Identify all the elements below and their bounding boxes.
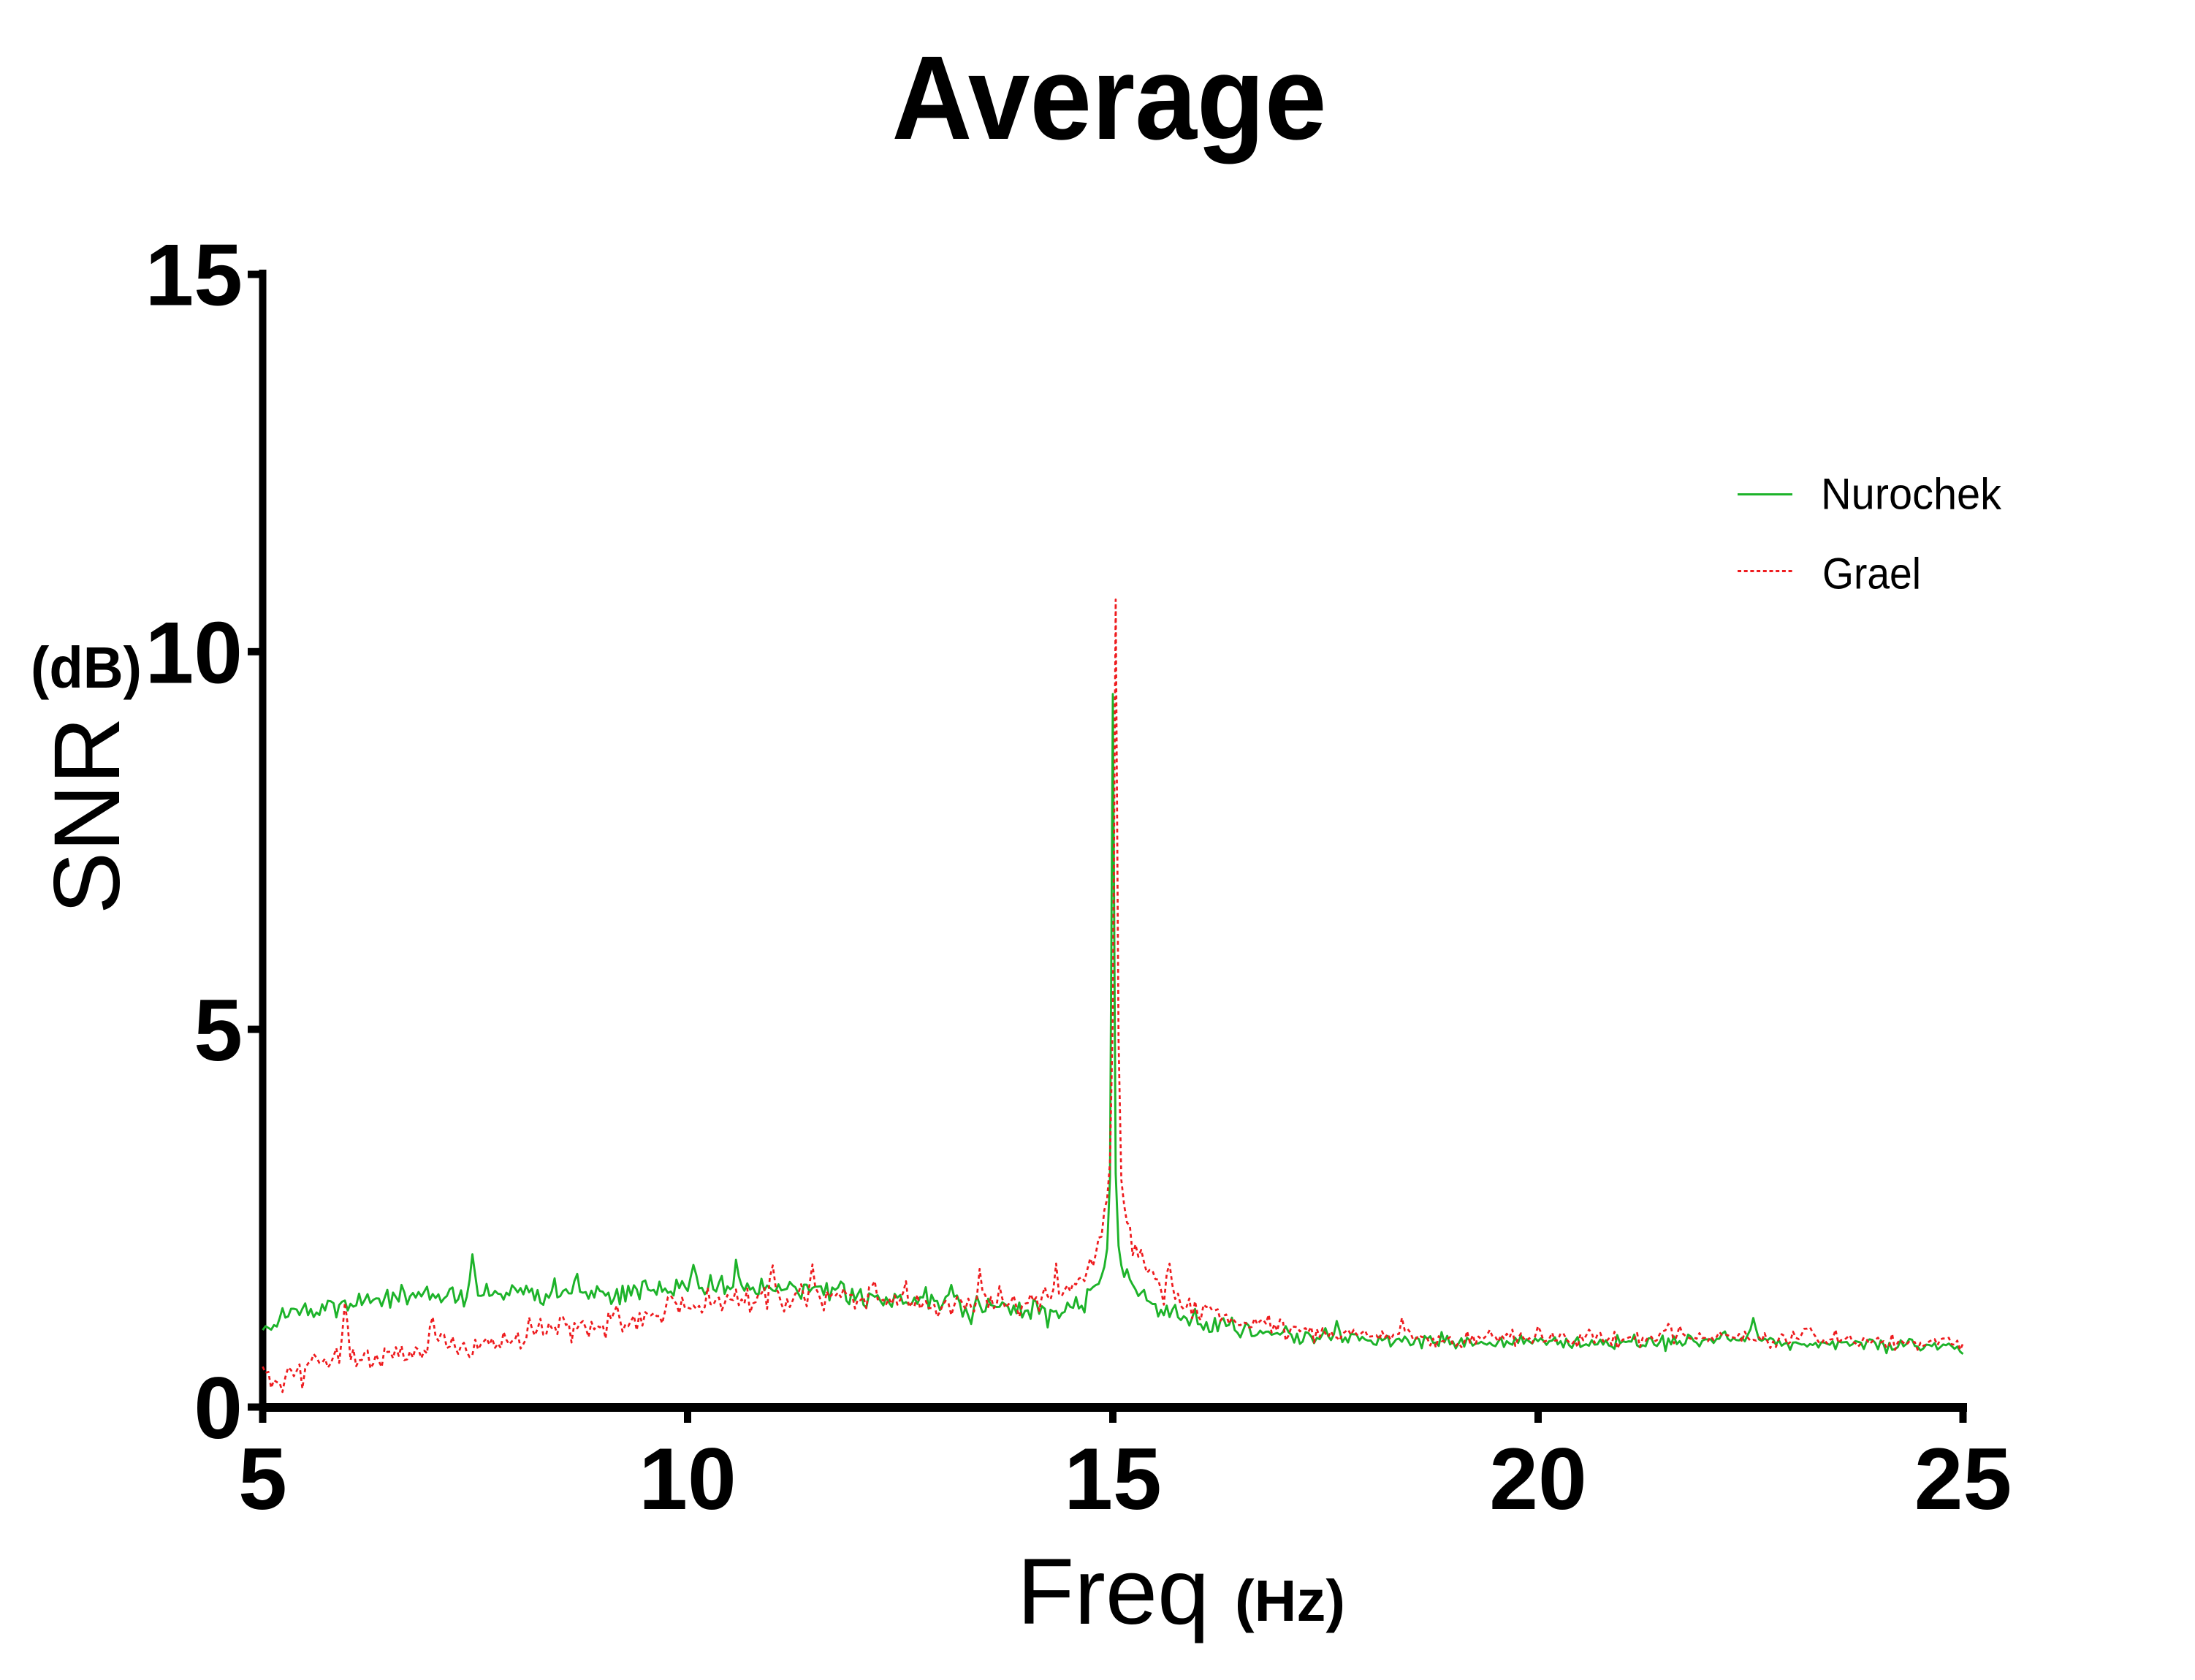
svg-text:Grael: Grael [1822, 550, 1921, 598]
svg-text:15: 15 [145, 227, 243, 324]
svg-text:(dB): (dB) [31, 635, 142, 700]
svg-text:0: 0 [194, 1359, 243, 1457]
svg-text:25: 25 [1914, 1430, 2012, 1528]
svg-text:20: 20 [1489, 1430, 1586, 1528]
svg-text:5: 5 [238, 1430, 287, 1528]
svg-text:15: 15 [1064, 1430, 1161, 1528]
svg-text:Nurochek: Nurochek [1821, 470, 2002, 519]
svg-text:10: 10 [145, 604, 243, 702]
svg-text:SNR: SNR [35, 717, 140, 914]
svg-text:5: 5 [194, 981, 243, 1079]
svg-text:Average: Average [892, 31, 1327, 164]
svg-text:(Hz): (Hz) [1235, 1568, 1345, 1633]
svg-text:Freq: Freq [1017, 1540, 1209, 1644]
svg-text:10: 10 [639, 1430, 736, 1528]
